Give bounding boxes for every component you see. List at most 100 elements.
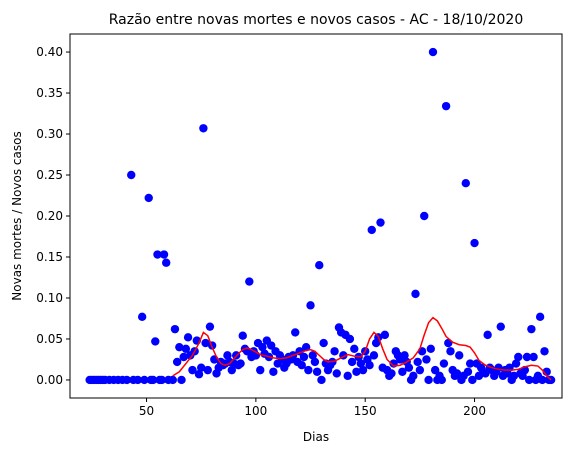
y-tick-label: 0.20 [36, 209, 63, 223]
trend-line [172, 316, 552, 381]
data-point [446, 347, 455, 356]
data-point [197, 363, 206, 372]
data-point [310, 357, 320, 367]
y-tick-label: 0.10 [36, 291, 63, 305]
data-point [179, 352, 188, 362]
data-point [461, 179, 470, 188]
data-point [439, 359, 449, 368]
x-tick-label: 100 [244, 404, 267, 418]
data-point [297, 361, 306, 370]
data-point [441, 101, 451, 111]
data-point [468, 375, 477, 385]
data-point [380, 330, 390, 340]
data-point [465, 359, 475, 368]
data-point [437, 375, 446, 385]
data-point [455, 351, 464, 360]
data-point [157, 375, 167, 385]
data-point [411, 289, 420, 299]
data-point [481, 369, 490, 378]
data-point [347, 357, 357, 367]
data-point [144, 193, 153, 203]
data-point [194, 370, 204, 379]
data-point [540, 347, 549, 356]
data-point [343, 371, 352, 381]
data-point [483, 330, 492, 340]
y-tick-label: 0.25 [36, 168, 63, 182]
x-axis: 50 100 150 200 [139, 398, 486, 418]
data-point [509, 371, 519, 381]
data-point [413, 357, 422, 367]
data-point [266, 341, 276, 350]
data-point [133, 375, 142, 385]
x-tick-label: 150 [354, 404, 377, 418]
y-tick-label: 0.05 [36, 332, 63, 346]
data-point [514, 352, 523, 362]
data-point [301, 342, 311, 352]
data-point [256, 365, 265, 375]
data-point [162, 258, 171, 267]
y-tick-label: 0.15 [36, 250, 63, 264]
data-point [463, 367, 473, 376]
data-point [183, 333, 193, 342]
data-point [424, 375, 433, 385]
data-point [151, 337, 160, 346]
data-point [417, 347, 427, 356]
data-point [522, 352, 532, 362]
data-point [181, 344, 191, 354]
data-point [365, 361, 374, 370]
data-point [159, 250, 169, 259]
data-point [170, 324, 180, 334]
data-point [511, 359, 521, 368]
data-point [470, 238, 479, 248]
data-point [345, 334, 355, 344]
data-point [400, 351, 409, 360]
data-point [315, 260, 324, 270]
data-point [238, 331, 247, 340]
data-point [306, 301, 315, 310]
data-point [398, 367, 407, 376]
y-tick-label: 0.00 [36, 373, 63, 387]
data-point [319, 338, 328, 348]
data-point [199, 124, 208, 133]
data-point [175, 342, 184, 352]
data-point [153, 250, 162, 259]
data-point [430, 365, 440, 375]
data-point [409, 371, 418, 381]
data-point [312, 367, 322, 376]
data-point [172, 357, 182, 367]
data-point [148, 375, 158, 385]
data-point [188, 365, 197, 375]
data-point [367, 225, 376, 235]
data-point [415, 365, 425, 375]
data-point [356, 359, 366, 368]
data-point [291, 328, 300, 337]
data-point [205, 322, 215, 331]
data-point [201, 338, 210, 348]
data-point [420, 211, 429, 221]
data-point [122, 375, 132, 385]
data-point [330, 347, 339, 356]
plot-area [85, 47, 556, 385]
data-point [137, 312, 147, 322]
y-axis: 0.00 0.05 0.10 0.15 0.20 0.25 0.30 0.35 0.40 [36, 45, 70, 387]
data-point [332, 369, 341, 378]
chart-title: Razão entre novas mortes e novos casos -… [109, 12, 524, 28]
data-point [422, 355, 431, 364]
y-tick-label: 0.40 [36, 45, 63, 59]
data-point [304, 365, 313, 375]
data-point [404, 363, 414, 372]
data-point [527, 324, 536, 334]
y-axis-label: Novas mortes / Novos casos [10, 131, 24, 300]
data-point [452, 369, 462, 378]
y-tick-label: 0.35 [36, 86, 63, 100]
data-point [358, 365, 368, 375]
data-point [127, 170, 136, 180]
data-point [203, 365, 212, 375]
y-tick-label: 0.30 [36, 127, 63, 141]
data-point [245, 277, 254, 286]
data-point [177, 375, 186, 385]
data-point [529, 352, 538, 362]
x-tick-label: 200 [463, 404, 486, 418]
